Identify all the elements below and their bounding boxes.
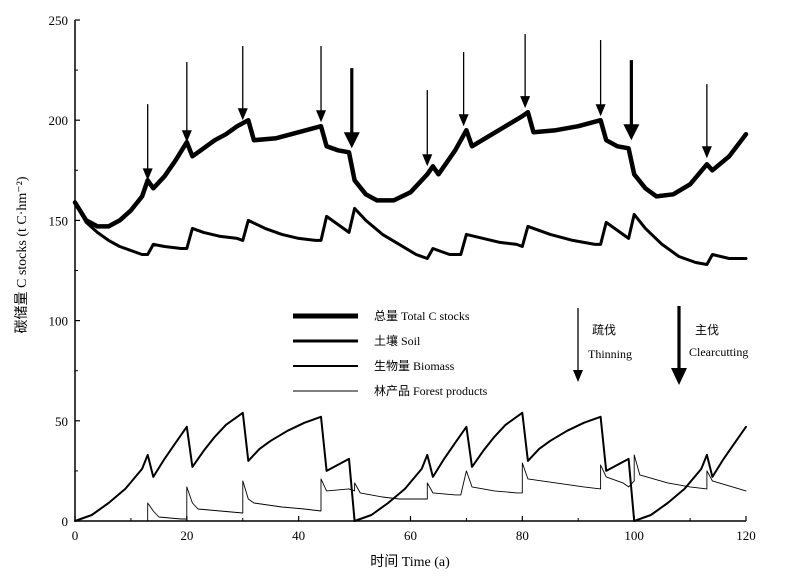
x-tick-label-60: 60	[404, 528, 417, 543]
thinning-label-en: Thinning	[588, 347, 632, 361]
legend-label-total: 总量 Total C stocks	[374, 309, 470, 323]
thinning-arrow-1-head	[142, 168, 153, 181]
x-tick-label-40: 40	[292, 528, 305, 543]
clearcutting-label-en: Clearcutting	[689, 345, 748, 359]
y-tick-label-100: 100	[49, 314, 69, 329]
thinning-arrow-3	[237, 46, 248, 121]
thinning-label-cn: 疏伐	[592, 322, 616, 337]
legend-label-products: 林产品 Forest products	[374, 384, 488, 398]
x-axis-label: 时间 Time (a)	[370, 554, 450, 570]
thinning-arrow-1	[142, 104, 153, 181]
y-axis-label: 碳储量 C stocks (t C·hm⁻²)	[14, 176, 30, 333]
legend-label-biomass: 生物量 Biomass	[374, 359, 455, 373]
x-tick-label-80: 80	[516, 528, 529, 543]
x-tick-label-120: 120	[736, 528, 756, 543]
thinning-arrow-4-head	[316, 110, 327, 123]
series-line-soil	[73, 200, 748, 266]
y-tick-label-50: 50	[55, 414, 68, 429]
clearcutting-label-cn: 主伐	[695, 323, 719, 337]
thinning-arrow-2	[181, 62, 192, 143]
legend-label-soil: 土壤 Soil	[374, 333, 421, 348]
y-tick-label-200: 200	[49, 113, 69, 128]
y-tick-label-0: 0	[62, 514, 69, 529]
thinning-arrow-4	[316, 46, 327, 123]
clearcutting-arrow-10-head	[623, 124, 640, 141]
ticks: 0 20 40 60 80 100 120 0 50 100 150 200 250	[49, 13, 756, 543]
clearcutting-arrow-key-head	[671, 368, 687, 385]
y-tick-label-250: 250	[49, 13, 69, 28]
series-line-biomass	[74, 411, 747, 522]
y-tick-label-150: 150	[49, 213, 69, 228]
series-layer	[72, 109, 749, 522]
series-line-forest-products	[147, 454, 747, 522]
annotation-arrows	[142, 34, 712, 181]
x-tick-label-0: 0	[72, 528, 79, 543]
clearcutting-arrow-5	[343, 68, 360, 149]
thinning-arrow-2-head	[181, 130, 192, 143]
arrow-legend: 疏伐 Thinning 主伐 Clearcutting	[573, 306, 748, 385]
series-line-total-c-stocks	[72, 109, 749, 229]
x-tick-label-100: 100	[624, 528, 644, 543]
thinning-arrow-9	[595, 40, 606, 117]
x-tick-label-20: 20	[180, 528, 193, 543]
thinning-arrow-8	[520, 34, 531, 109]
legend: 总量 Total C stocks 土壤 Soil 生物量 Biomass 林产…	[293, 309, 488, 398]
thinning-arrow-11	[701, 84, 712, 159]
thinning-arrow-7	[458, 52, 469, 127]
thinning-arrow-7-head	[458, 114, 469, 127]
clearcutting-arrow-5-head	[343, 132, 360, 149]
thinning-arrow-11-head	[701, 146, 712, 159]
thinning-arrow-3-head	[237, 108, 248, 121]
thinning-arrow-6-head	[422, 154, 433, 167]
thinning-arrow-6	[422, 90, 433, 167]
thinning-arrow-key-head	[573, 370, 583, 382]
thinning-arrow-9-head	[595, 104, 606, 117]
axes	[74, 20, 746, 522]
clearcutting-arrow-10	[623, 60, 640, 141]
thinning-arrow-8-head	[520, 96, 531, 109]
